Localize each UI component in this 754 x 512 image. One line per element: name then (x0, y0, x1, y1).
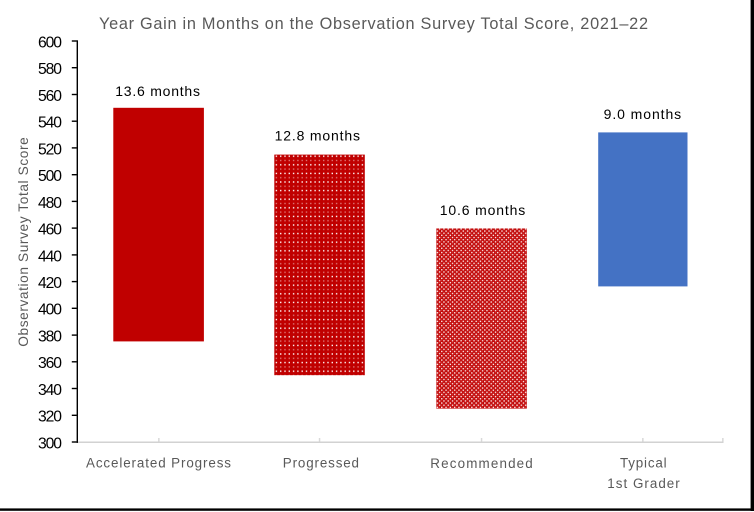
svg-text:12.8 months: 12.8 months (275, 128, 360, 144)
svg-text:Observation Survey Total Score: Observation Survey Total Score (16, 137, 31, 347)
svg-text:400: 400 (38, 302, 62, 319)
svg-text:10.6 months: 10.6 months (440, 202, 525, 218)
svg-text:580: 580 (38, 61, 62, 78)
svg-text:420: 420 (38, 275, 62, 292)
svg-text:600: 600 (38, 34, 62, 51)
svg-text:560: 560 (38, 88, 62, 105)
svg-text:13.6 months: 13.6 months (115, 83, 200, 99)
svg-text:1st Grader: 1st Grader (607, 476, 680, 491)
svg-text:Typical: Typical (620, 456, 667, 471)
svg-text:540: 540 (38, 115, 62, 132)
svg-text:300: 300 (38, 435, 62, 452)
svg-text:Progressed: Progressed (283, 456, 359, 471)
svg-text:500: 500 (38, 168, 62, 185)
svg-text:480: 480 (38, 195, 62, 212)
svg-text:460: 460 (38, 222, 62, 239)
svg-text:Year Gain in Months on the Obs: Year Gain in Months on the Observation S… (99, 15, 648, 33)
svg-text:320: 320 (38, 409, 62, 426)
svg-text:520: 520 (38, 141, 62, 158)
svg-text:380: 380 (38, 329, 62, 346)
svg-text:340: 340 (38, 382, 62, 399)
svg-text:9.0 months: 9.0 months (604, 106, 682, 122)
svg-text:Recommended: Recommended (430, 456, 533, 471)
svg-text:360: 360 (38, 355, 62, 372)
svg-text:Accelerated Progress: Accelerated Progress (86, 456, 231, 471)
svg-text:440: 440 (38, 248, 62, 265)
